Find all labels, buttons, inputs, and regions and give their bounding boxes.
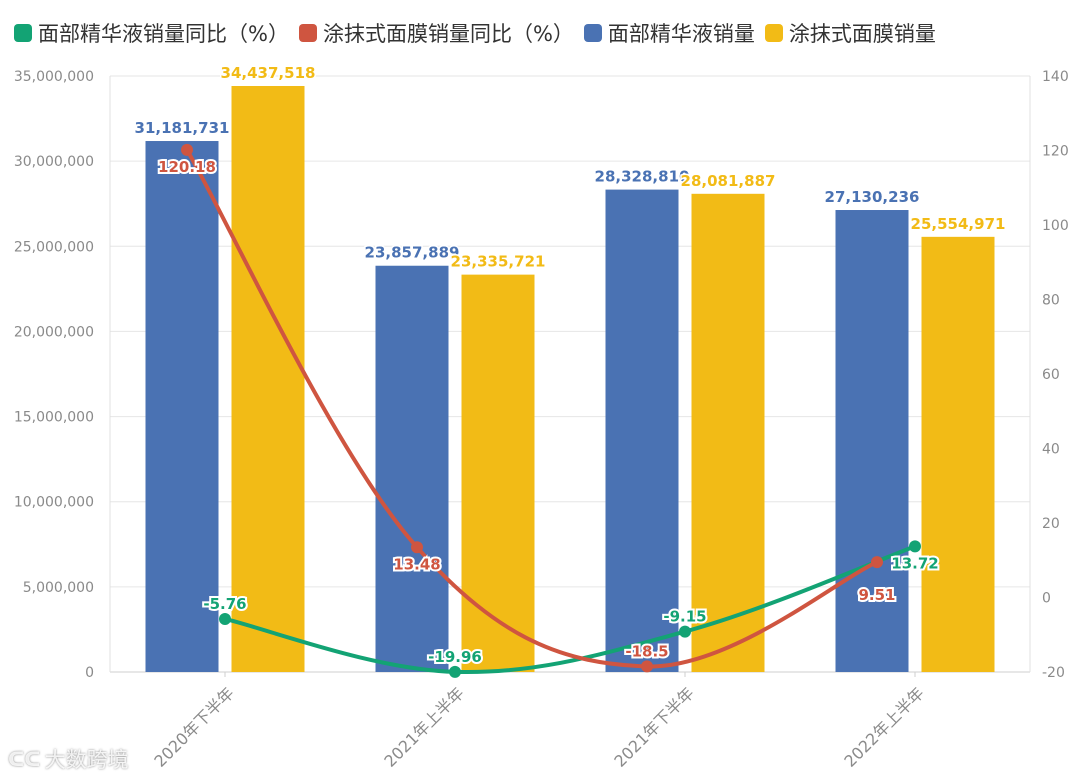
y-left-tick-label: 10,000,000 [14, 495, 94, 511]
legend-item[interactable]: 涂抹式面膜销量 [764, 18, 936, 48]
line-point [219, 612, 231, 625]
y-right-tick-label: -20 [1042, 665, 1065, 681]
y-left-tick-label: 35,000,000 [14, 69, 94, 85]
line-data-label: 9.51 [858, 586, 895, 604]
y-left-tick-label: 0 [85, 665, 94, 681]
y-left-tick-label: 5,000,000 [23, 580, 94, 596]
legend-swatch [14, 24, 32, 42]
line-point [181, 143, 193, 156]
y-right-tick-label: 60 [1042, 367, 1060, 383]
line-data-label: 120.18 [158, 158, 216, 176]
line-point [411, 541, 423, 554]
y-left-tick-label: 25,000,000 [14, 239, 94, 255]
bar-data-label: 34,437,518 [221, 64, 316, 82]
legend-label: 涂抹式面膜销量 [788, 22, 936, 46]
legend-label: 涂抹式面膜销量同比（%） [322, 22, 574, 46]
bar-mask [461, 274, 535, 672]
y-right-tick-label: 100 [1042, 218, 1069, 234]
bar-serum [145, 141, 219, 673]
bar-serum [605, 189, 679, 672]
line-data-label: -18.5 [625, 642, 668, 660]
serum-yoy-line [223, 544, 917, 675]
x-tick-label: 2021年下半年 [610, 683, 697, 770]
legend-item[interactable]: 面部精华液销量同比（%） [14, 18, 289, 48]
y-right-tick-label: 80 [1042, 293, 1060, 309]
bar-data-label: 28,328,810 [595, 168, 690, 186]
y-left-tick-label: 30,000,000 [14, 154, 94, 170]
line-point [641, 660, 653, 673]
legend-label: 面部精华液销量同比（%） [38, 22, 289, 46]
x-tick-label: 2022年上半年 [840, 683, 927, 770]
legend-swatch [764, 24, 783, 42]
y-right-tick-label: 140 [1042, 69, 1069, 85]
watermark: ᑕᑕ 大数跨境 [8, 744, 129, 774]
bar-data-label: 23,335,721 [451, 253, 546, 271]
line-data-label: 13.72 [891, 554, 938, 572]
line-point [449, 665, 461, 678]
bar-mask [921, 236, 995, 672]
legend-swatch [583, 24, 602, 42]
line-data-label: -9.15 [663, 608, 706, 626]
line-point [679, 625, 691, 638]
y-right-tick-label: 40 [1042, 442, 1060, 458]
bar-data-label: 28,081,887 [681, 172, 776, 190]
bar-mask [231, 86, 305, 672]
line-data-label: -19.96 [428, 648, 482, 666]
y-left-tick-label: 20,000,000 [14, 324, 94, 340]
x-tick-label: 2020年下半年 [150, 683, 237, 770]
line-point [871, 556, 883, 569]
watermark-logo-icon: ᑕᑕ [8, 747, 41, 771]
y-left-tick-label: 15,000,000 [14, 410, 94, 426]
y-right-tick-label: 20 [1042, 516, 1060, 532]
chart-legend: 面部精华液销量同比（%） 涂抹式面膜销量同比（%） 面部精华液销量 涂抹式面膜销量 [14, 18, 946, 48]
line-point [909, 540, 921, 553]
line-data-label: 13.48 [393, 555, 440, 573]
watermark-text: 大数跨境 [44, 748, 129, 772]
legend-label: 面部精华液销量 [607, 22, 755, 46]
y-right-tick-label: 120 [1042, 144, 1069, 160]
legend-swatch [298, 24, 317, 42]
bar-serum [375, 265, 449, 672]
bar-data-label: 27,130,236 [825, 188, 920, 206]
bar-serum [835, 210, 909, 672]
legend-item[interactable]: 面部精华液销量 [583, 18, 755, 48]
bar-data-label: 31,181,731 [135, 119, 230, 137]
y-right-tick-label: 0 [1042, 591, 1051, 607]
mask-yoy-line [185, 147, 879, 669]
bar-data-label: 23,857,889 [365, 244, 460, 262]
bar-data-label: 25,554,971 [911, 215, 1006, 233]
bar-mask [691, 193, 765, 672]
legend-item[interactable]: 涂抹式面膜销量同比（%） [298, 18, 574, 48]
x-tick-label: 2021年上半年 [380, 683, 467, 770]
line-data-label: -5.76 [203, 595, 246, 613]
